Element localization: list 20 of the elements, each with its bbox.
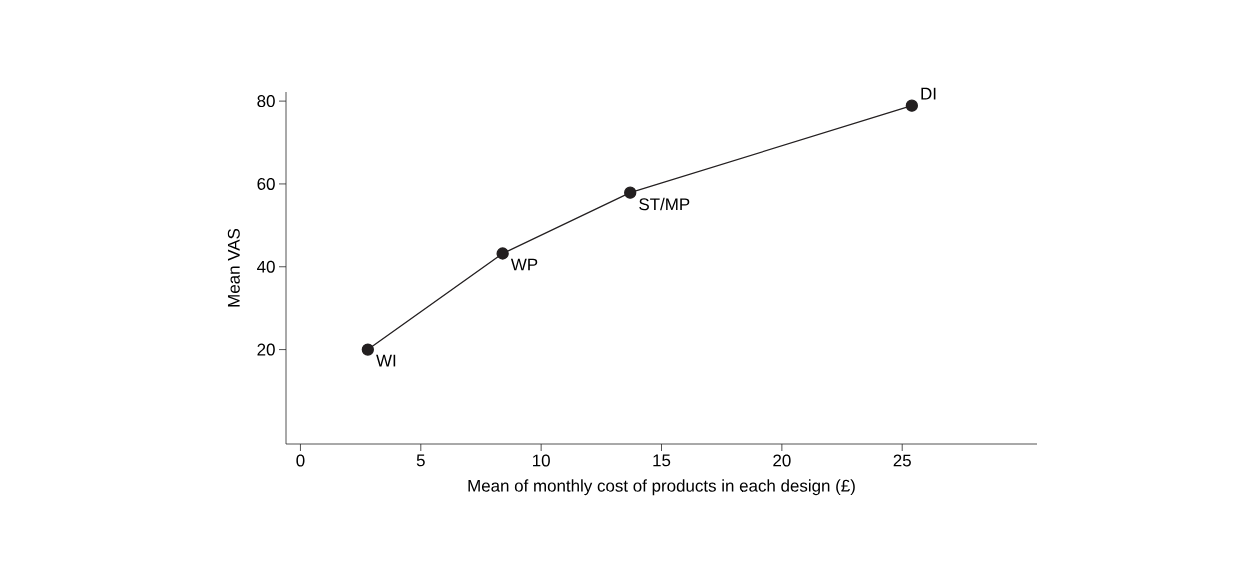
y-tick-label: 20 [257, 343, 275, 356]
x-tick-label: 0 [296, 454, 305, 467]
annotation: WP [510, 258, 538, 271]
y-tick-label: 80 [257, 95, 275, 108]
x-tick-label: 10 [533, 454, 550, 467]
point [361, 343, 374, 356]
y-tick-label: 40 [257, 260, 275, 273]
y-tick-label: 60 [257, 177, 275, 190]
y-axis-title: Mean VAS [227, 228, 240, 307]
x-axis-title: Mean of monthly cost of products in each design (£) [468, 479, 855, 496]
point [624, 186, 637, 199]
x-tick-label: 5 [416, 454, 425, 467]
annotation: WI [376, 354, 396, 367]
annotation: ST/MP [639, 197, 690, 211]
x-tick-label: 15 [653, 454, 671, 467]
x-tick-label: 20 [773, 454, 791, 467]
x-tick-label: 25 [893, 454, 911, 467]
annotation: DI [921, 87, 936, 100]
point [905, 99, 918, 112]
point [496, 247, 509, 260]
